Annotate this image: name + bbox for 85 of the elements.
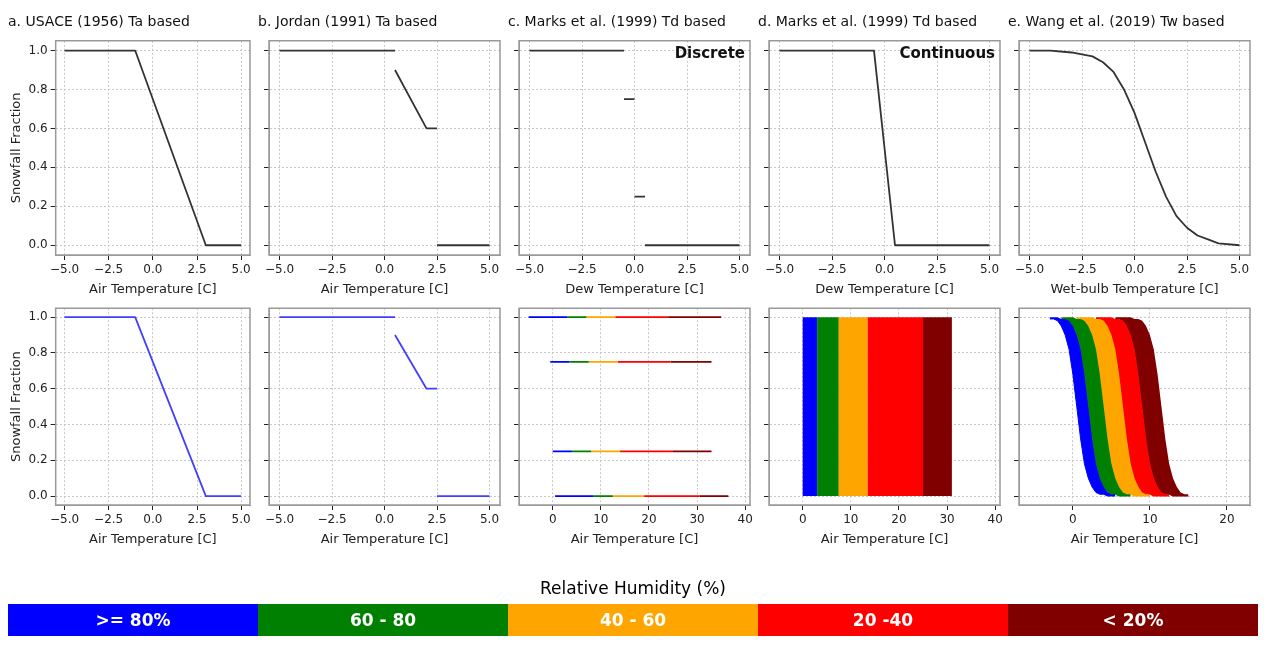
y-tick-label: 0.2 <box>28 452 48 467</box>
y-tick-label: 0.4 <box>28 416 48 431</box>
x-tick-label: 2.5 <box>187 512 207 527</box>
x-tick-label: −2.5 <box>1067 262 1097 277</box>
x-tick-label: −5.0 <box>514 262 545 277</box>
x-tick-label: 5.0 <box>231 262 251 277</box>
x-tick-label: 5.0 <box>729 262 750 277</box>
x-tick-label: −5.0 <box>1014 262 1045 277</box>
x-axis-title: Dew Temperature [C] <box>565 280 704 296</box>
x-tick-label: 40 <box>737 512 753 527</box>
text: 40 - 60 <box>508 604 758 636</box>
x-axis-title: Wet-bulb Temperature [C] <box>1050 280 1219 296</box>
y-tick-label: 0.6 <box>28 120 48 135</box>
x-axis-title: Air Temperature [C] <box>570 530 699 546</box>
x-tick-label: 0.0 <box>624 262 645 277</box>
x-tick-label: 2.5 <box>677 262 697 277</box>
text: 60 - 80 <box>258 604 508 636</box>
x-tick-label: −5.0 <box>264 512 295 527</box>
x-tick-label: −5.0 <box>49 262 80 277</box>
x-tick-label: 0.0 <box>143 262 163 277</box>
x-tick-label: 2.5 <box>927 262 947 277</box>
chart-title: c. Marks et al. (1999) Td based <box>508 13 726 30</box>
y-tick-label: 0.4 <box>28 159 48 174</box>
x-tick-label: 2.5 <box>427 262 447 277</box>
x-tick-label: 2.5 <box>187 262 207 277</box>
y-tick-label: 0.8 <box>28 345 48 360</box>
y-tick-label: 0.0 <box>28 237 48 252</box>
text: >= 80% <box>8 604 258 636</box>
x-tick-label: 0 <box>798 512 807 527</box>
x-tick-label: 5.0 <box>231 512 251 527</box>
y-tick-label: 0.2 <box>28 198 48 213</box>
x-tick-label: 10 <box>1142 512 1158 527</box>
x-tick-label: 0.0 <box>143 512 163 527</box>
text: < 20% <box>1008 604 1258 636</box>
x-tick-label: 5.0 <box>1229 262 1250 277</box>
x-tick-label: 0 <box>1069 512 1077 527</box>
x-axis-title: Dew Temperature [C] <box>815 280 954 296</box>
x-axis-title: Air Temperature [C] <box>320 530 449 546</box>
x-tick-label: 5.0 <box>479 512 500 527</box>
annotation: Continuous <box>899 44 996 63</box>
x-tick-label: −2.5 <box>817 262 847 277</box>
x-tick-label: −2.5 <box>317 262 347 277</box>
x-tick-label: 2.5 <box>427 512 447 527</box>
x-tick-label: 0.0 <box>874 262 895 277</box>
chart-title: a. USACE (1956) Ta based <box>8 13 190 30</box>
y-axis-title: Snowfall Fraction <box>8 351 24 463</box>
x-tick-label: 0 <box>548 512 557 527</box>
y-tick-label: 0.0 <box>28 488 48 503</box>
x-tick-label: 0.0 <box>374 262 395 277</box>
x-tick-label: −2.5 <box>94 512 124 527</box>
chart-title: d. Marks et al. (1999) Td based <box>758 13 978 30</box>
x-tick-label: −5.0 <box>264 262 295 277</box>
y-tick-label: 1.0 <box>28 42 48 57</box>
x-tick-label: −2.5 <box>567 262 597 277</box>
x-tick-label: 10 <box>843 512 859 527</box>
chart-title: b. Jordan (1991) Ta based <box>258 13 438 30</box>
x-tick-label: 2.5 <box>1177 262 1197 277</box>
y-tick-label: 1.0 <box>28 309 48 324</box>
x-tick-label: 20 <box>1219 512 1235 527</box>
x-tick-label: 40 <box>987 512 1003 527</box>
x-tick-label: 30 <box>689 512 705 527</box>
x-tick-label: 20 <box>891 512 907 527</box>
x-tick-label: 5.0 <box>979 262 1000 277</box>
legend-title: Relative Humidity (%) <box>539 578 727 598</box>
chart-title: e. Wang et al. (2019) Tw based <box>1008 13 1225 30</box>
x-axis-title: Air Temperature [C] <box>320 280 449 296</box>
x-tick-label: −5.0 <box>764 262 795 277</box>
x-tick-label: −2.5 <box>94 262 124 277</box>
y-axis-title: Snowfall Fraction <box>8 92 24 204</box>
x-tick-label: 0.0 <box>374 512 395 527</box>
x-axis-title: Air Temperature [C] <box>1070 530 1199 546</box>
y-tick-label: 0.6 <box>28 380 48 395</box>
x-tick-label: −5.0 <box>49 512 80 527</box>
x-tick-label: −2.5 <box>317 512 347 527</box>
x-tick-label: 20 <box>641 512 657 527</box>
x-axis-title: Air Temperature [C] <box>89 280 217 296</box>
y-tick-label: 0.8 <box>28 81 48 96</box>
x-axis-title: Air Temperature [C] <box>820 530 949 546</box>
x-tick-label: 30 <box>939 512 955 527</box>
text: 20 -40 <box>758 604 1008 636</box>
x-axis-title: Air Temperature [C] <box>89 530 217 546</box>
x-tick-label: 10 <box>593 512 609 527</box>
x-tick-label: 5.0 <box>479 262 500 277</box>
x-tick-label: 0.0 <box>1124 262 1145 277</box>
annotation: Discrete <box>674 44 745 63</box>
